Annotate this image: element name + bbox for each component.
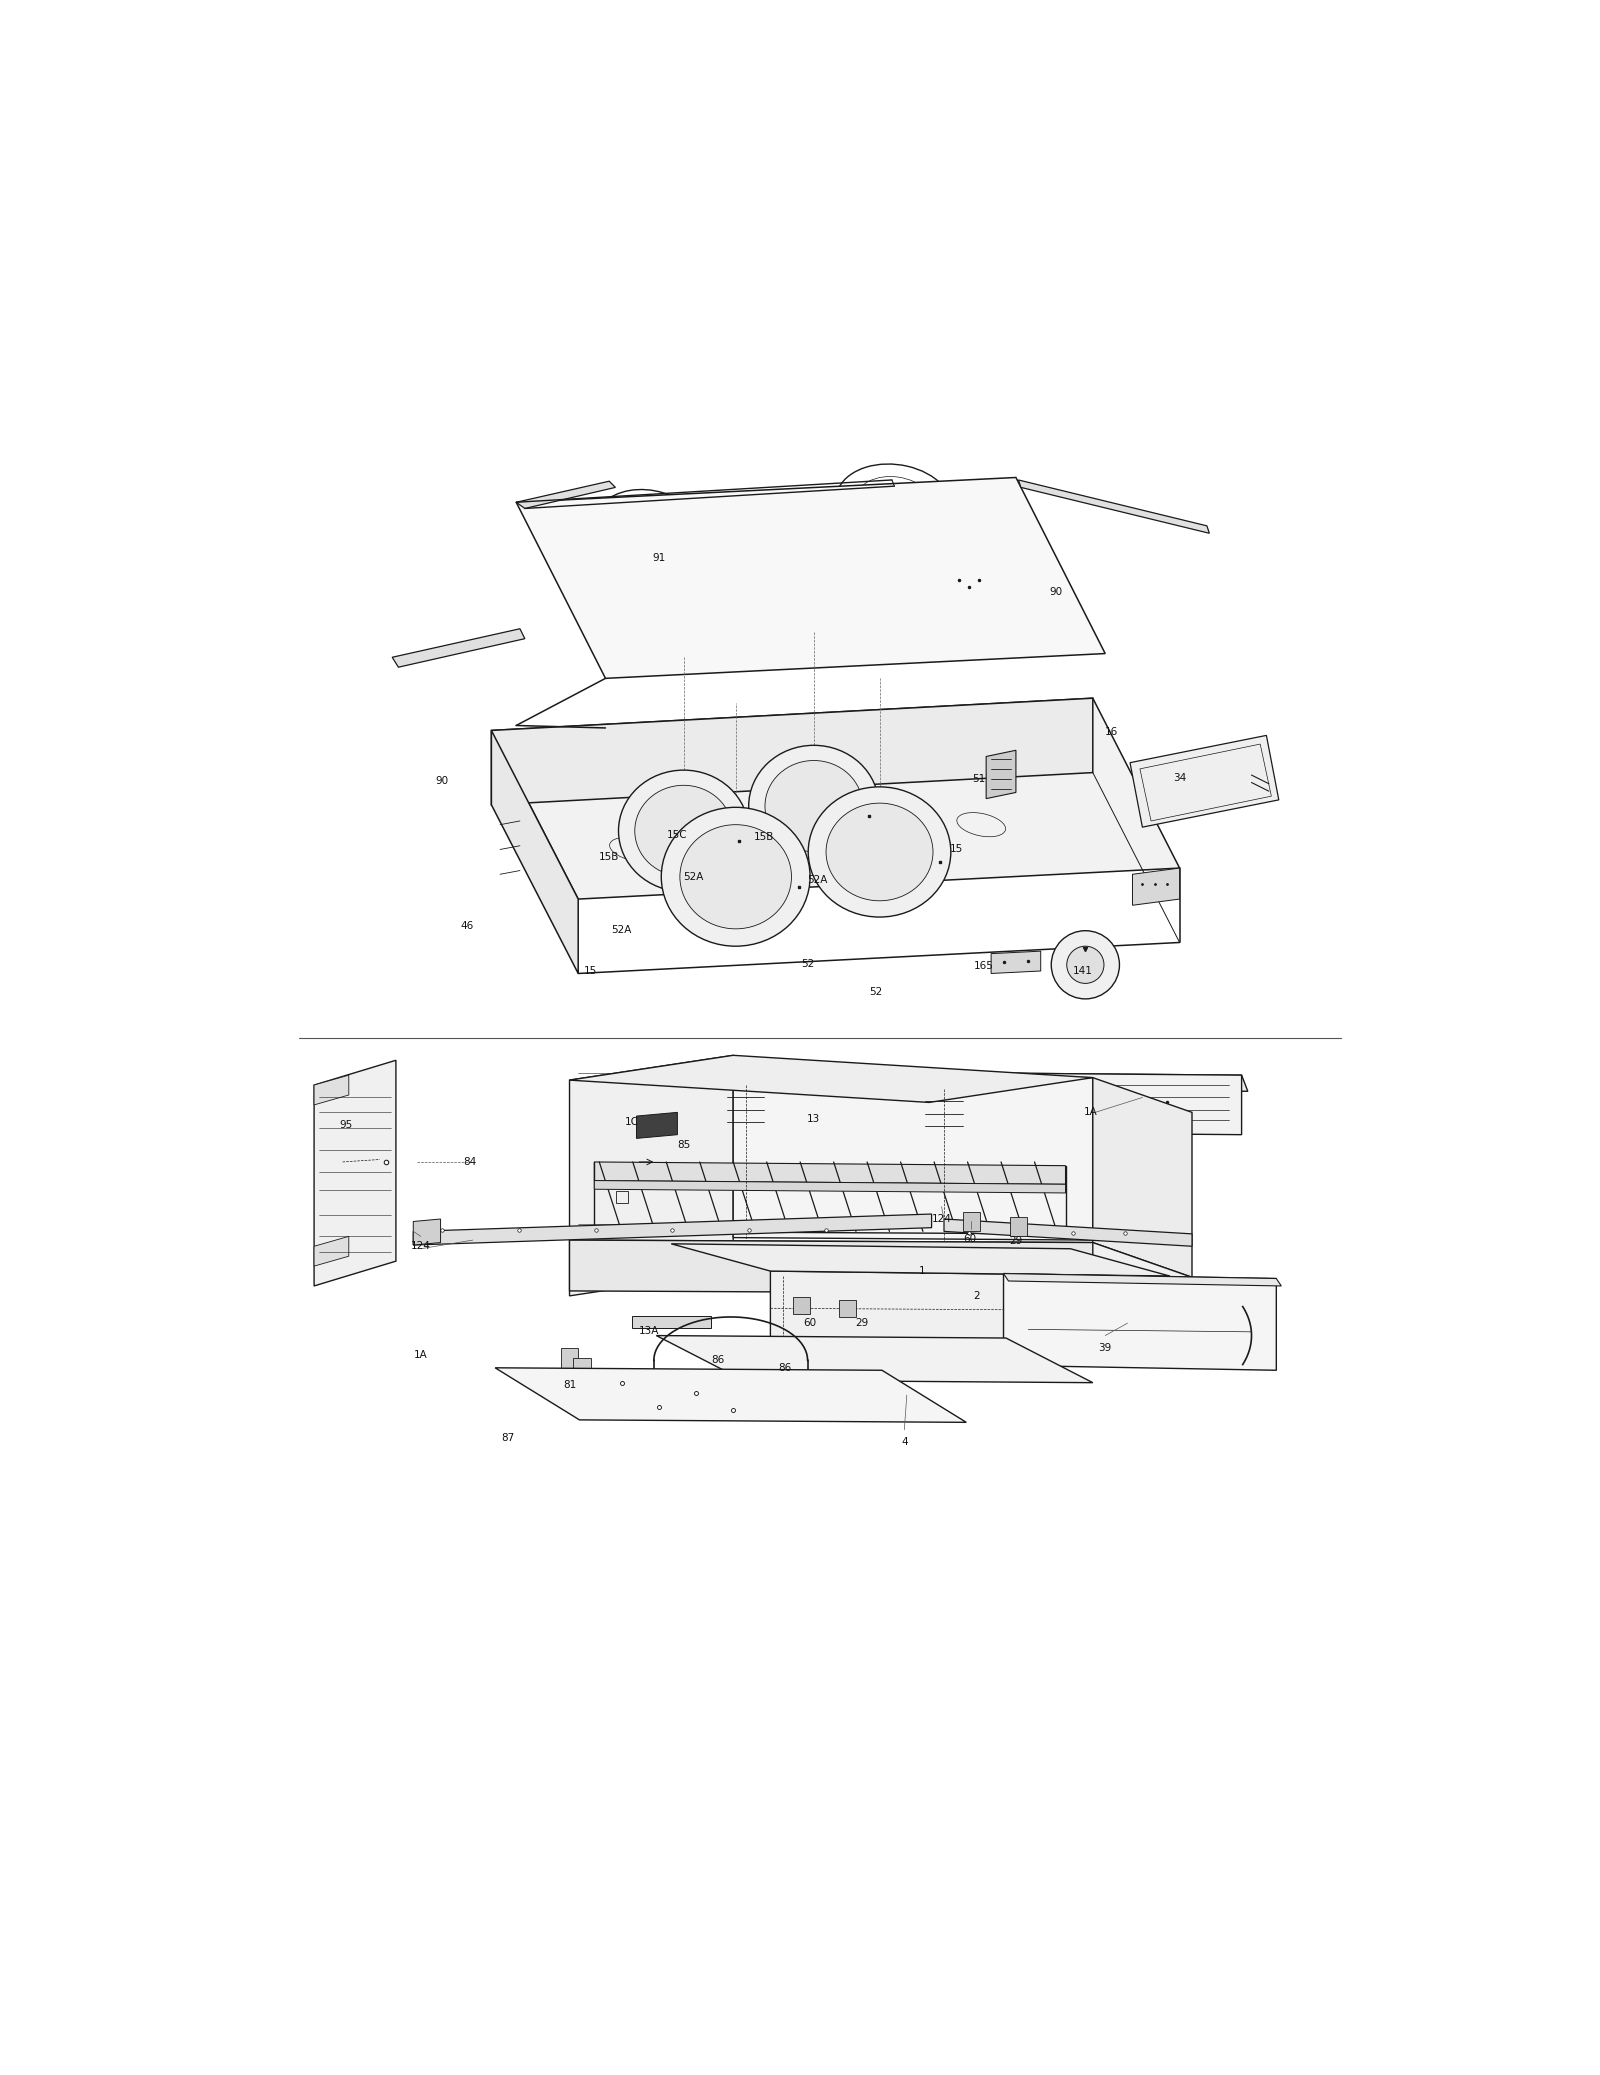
Polygon shape	[838, 1299, 856, 1318]
Ellipse shape	[619, 770, 749, 892]
Text: 165: 165	[974, 961, 994, 971]
Text: 51: 51	[973, 774, 986, 784]
Polygon shape	[990, 950, 1040, 973]
Polygon shape	[771, 1272, 1170, 1345]
Text: 46: 46	[459, 921, 474, 932]
Text: 15: 15	[950, 845, 963, 855]
Polygon shape	[1010, 1216, 1027, 1237]
Ellipse shape	[808, 786, 950, 917]
Polygon shape	[314, 1075, 349, 1104]
Polygon shape	[963, 1212, 979, 1230]
Text: 15C: 15C	[667, 830, 688, 840]
Text: 85: 85	[677, 1139, 690, 1150]
Text: 84: 84	[464, 1158, 477, 1166]
Polygon shape	[986, 751, 1016, 799]
Polygon shape	[656, 1336, 1093, 1382]
Text: 2: 2	[973, 1291, 979, 1301]
Text: 1: 1	[918, 1266, 925, 1276]
Polygon shape	[491, 697, 1093, 805]
Text: 13: 13	[806, 1114, 821, 1123]
Text: 52: 52	[802, 959, 814, 969]
Text: 39: 39	[1099, 1343, 1112, 1353]
Polygon shape	[570, 1241, 1093, 1293]
Polygon shape	[491, 730, 578, 973]
Polygon shape	[637, 1112, 677, 1139]
Polygon shape	[392, 629, 525, 668]
Text: 90: 90	[435, 776, 448, 786]
Text: 124: 124	[411, 1241, 430, 1251]
Text: 52A: 52A	[611, 925, 632, 936]
Text: 1C: 1C	[624, 1116, 638, 1127]
Ellipse shape	[765, 762, 862, 851]
Polygon shape	[570, 1056, 733, 1297]
Polygon shape	[517, 481, 616, 508]
Ellipse shape	[680, 824, 792, 930]
Polygon shape	[1019, 479, 1210, 533]
Ellipse shape	[749, 745, 878, 867]
Ellipse shape	[1051, 932, 1120, 998]
Text: 34: 34	[1173, 772, 1186, 782]
Text: 52A: 52A	[683, 872, 704, 882]
Text: 52A: 52A	[808, 876, 827, 886]
Polygon shape	[792, 1297, 810, 1313]
Polygon shape	[941, 1073, 1248, 1091]
Polygon shape	[314, 1237, 349, 1266]
Text: 4: 4	[901, 1438, 907, 1446]
Polygon shape	[672, 1243, 1170, 1276]
Polygon shape	[413, 1218, 440, 1245]
Text: 90: 90	[1050, 587, 1062, 596]
Text: 15B: 15B	[754, 832, 774, 842]
Polygon shape	[941, 1073, 1242, 1135]
Text: 60: 60	[963, 1235, 976, 1243]
Polygon shape	[494, 1367, 966, 1421]
Text: 60: 60	[803, 1318, 816, 1328]
Polygon shape	[314, 1060, 395, 1286]
Polygon shape	[1133, 867, 1179, 905]
Text: 86: 86	[779, 1363, 792, 1374]
Polygon shape	[944, 1218, 1192, 1247]
Text: 16: 16	[1104, 726, 1118, 737]
Polygon shape	[491, 697, 1179, 898]
Text: 91: 91	[653, 554, 666, 562]
Polygon shape	[1003, 1274, 1282, 1286]
Ellipse shape	[826, 803, 933, 901]
Bar	[573, 1357, 590, 1378]
Text: 13A: 13A	[638, 1326, 659, 1336]
Polygon shape	[517, 477, 1106, 679]
Ellipse shape	[1067, 946, 1104, 984]
Polygon shape	[1003, 1274, 1277, 1370]
Polygon shape	[413, 1214, 931, 1245]
Text: 81: 81	[563, 1380, 576, 1390]
Polygon shape	[1130, 735, 1278, 828]
Polygon shape	[570, 1241, 1192, 1278]
Text: 141: 141	[1074, 967, 1093, 975]
Text: 15B: 15B	[598, 853, 619, 861]
Ellipse shape	[661, 807, 810, 946]
Ellipse shape	[635, 784, 733, 876]
Text: 95: 95	[339, 1120, 354, 1129]
Text: 1A: 1A	[1083, 1108, 1098, 1116]
Text: 86: 86	[712, 1355, 725, 1365]
Polygon shape	[594, 1162, 1066, 1185]
Text: 15: 15	[584, 967, 597, 975]
Bar	[562, 1349, 578, 1367]
Text: 1A: 1A	[414, 1351, 427, 1361]
Polygon shape	[632, 1316, 710, 1328]
Text: 29: 29	[856, 1318, 869, 1328]
Polygon shape	[733, 1075, 1093, 1241]
Polygon shape	[594, 1181, 1066, 1193]
Text: 29: 29	[1010, 1237, 1022, 1247]
Polygon shape	[1093, 1077, 1192, 1278]
Text: 124: 124	[931, 1214, 952, 1224]
Polygon shape	[570, 1056, 1093, 1102]
Text: 87: 87	[501, 1434, 514, 1444]
Text: 52: 52	[869, 988, 883, 998]
